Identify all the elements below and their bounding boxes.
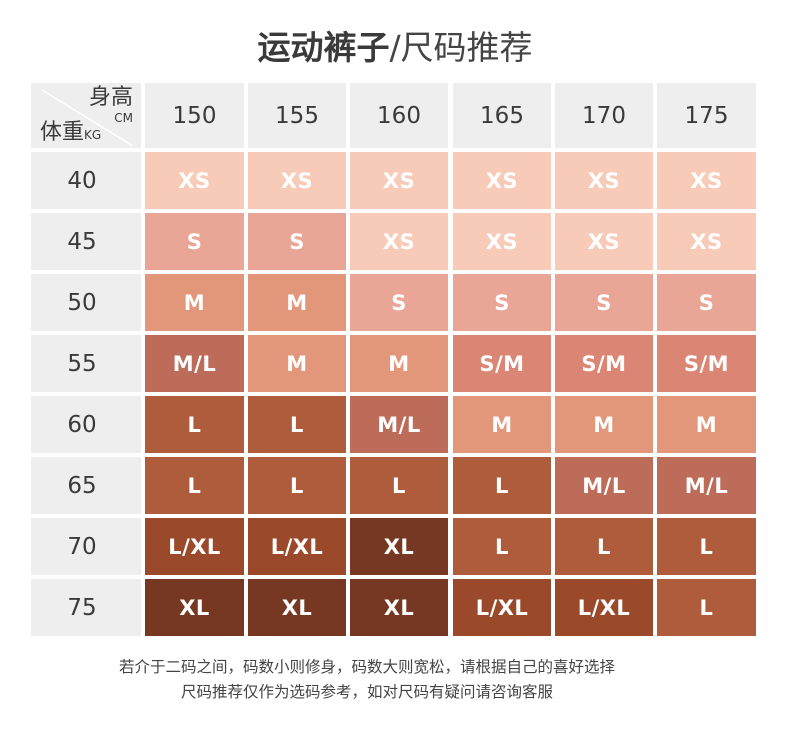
weight-axis-label: 体重KG xyxy=(40,120,101,148)
size-cell: S xyxy=(145,213,244,270)
size-cell: XS xyxy=(555,213,653,270)
size-cell: S xyxy=(350,274,448,331)
weight-header-40: 40 xyxy=(31,152,141,209)
weight-header-50: 50 xyxy=(31,274,141,331)
size-cell: M xyxy=(453,396,551,453)
weight-header-60: 60 xyxy=(31,396,141,453)
title-product: 运动裤子 xyxy=(257,28,390,67)
size-cell: M xyxy=(657,396,756,453)
size-cell: L xyxy=(657,579,756,636)
title-subtitle: /尺码推荐 xyxy=(389,28,533,67)
size-cell: XL xyxy=(248,579,346,636)
size-cell: S/M xyxy=(555,335,653,392)
weight-header-55: 55 xyxy=(31,335,141,392)
height-unit-label: CM xyxy=(114,111,133,125)
size-cell: XL xyxy=(350,579,448,636)
size-cell: M xyxy=(555,396,653,453)
height-header-160: 160 xyxy=(350,83,448,148)
corner-header-cell: 身高 CM 体重KG xyxy=(31,83,141,148)
size-cell: L xyxy=(145,396,244,453)
size-cell: XS xyxy=(350,152,448,209)
size-cell: M xyxy=(248,335,346,392)
size-cell: M xyxy=(350,335,448,392)
size-cell: XS xyxy=(145,152,244,209)
size-cell: L xyxy=(350,457,448,514)
size-cell: L xyxy=(453,457,551,514)
size-cell: XS xyxy=(453,213,551,270)
height-axis-label: 身高 xyxy=(88,85,133,110)
size-cell: XS xyxy=(350,213,448,270)
weight-header-75: 75 xyxy=(31,579,141,636)
footer-note-line-2: 尺码推荐仅作为选码参考，如对尺码有疑问请咨询客服 xyxy=(180,683,553,701)
height-header-175: 175 xyxy=(657,83,756,148)
height-header-165: 165 xyxy=(453,83,551,148)
size-cell: XS xyxy=(453,152,551,209)
height-header-155: 155 xyxy=(248,83,346,148)
footer-note-line-1: 若介于二码之间，码数小则修身，码数大则宽松，请根据自己的喜好选择 xyxy=(118,658,615,676)
size-cell: L xyxy=(453,518,551,575)
size-cell: M xyxy=(248,274,346,331)
size-cell: M/L xyxy=(145,335,244,392)
weight-label-text: 体重 xyxy=(40,120,85,145)
size-cell: M/L xyxy=(657,457,756,514)
size-cell: S xyxy=(248,213,346,270)
size-cell: S xyxy=(453,274,551,331)
size-cell: L xyxy=(145,457,244,514)
size-cell: XS xyxy=(248,152,346,209)
size-cell: L/XL xyxy=(145,518,244,575)
size-cell: L/XL xyxy=(248,518,346,575)
size-cell: S/M xyxy=(657,335,756,392)
weight-unit-label: KG xyxy=(84,128,102,142)
size-cell: M/L xyxy=(350,396,448,453)
size-cell: XL xyxy=(145,579,244,636)
size-cell: S xyxy=(657,274,756,331)
size-cell: XS xyxy=(657,213,756,270)
size-cell: L xyxy=(248,457,346,514)
height-header-170: 170 xyxy=(555,83,653,148)
page-title: 运动裤子/尺码推荐 xyxy=(0,26,790,70)
size-cell: S/M xyxy=(453,335,551,392)
size-cell: L xyxy=(248,396,346,453)
size-cell: M/L xyxy=(555,457,653,514)
size-cell: L xyxy=(555,518,653,575)
weight-header-45: 45 xyxy=(31,213,141,270)
size-cell: L xyxy=(657,518,756,575)
diagonal-divider-icon xyxy=(41,89,134,147)
height-header-150: 150 xyxy=(145,83,244,148)
size-cell: L/XL xyxy=(555,579,653,636)
size-cell: L/XL xyxy=(453,579,551,636)
weight-header-70: 70 xyxy=(31,518,141,575)
size-cell: XS xyxy=(555,152,653,209)
size-cell: XS xyxy=(657,152,756,209)
size-cell: M xyxy=(145,274,244,331)
weight-header-65: 65 xyxy=(31,457,141,514)
size-cell: XL xyxy=(350,518,448,575)
size-cell: S xyxy=(555,274,653,331)
